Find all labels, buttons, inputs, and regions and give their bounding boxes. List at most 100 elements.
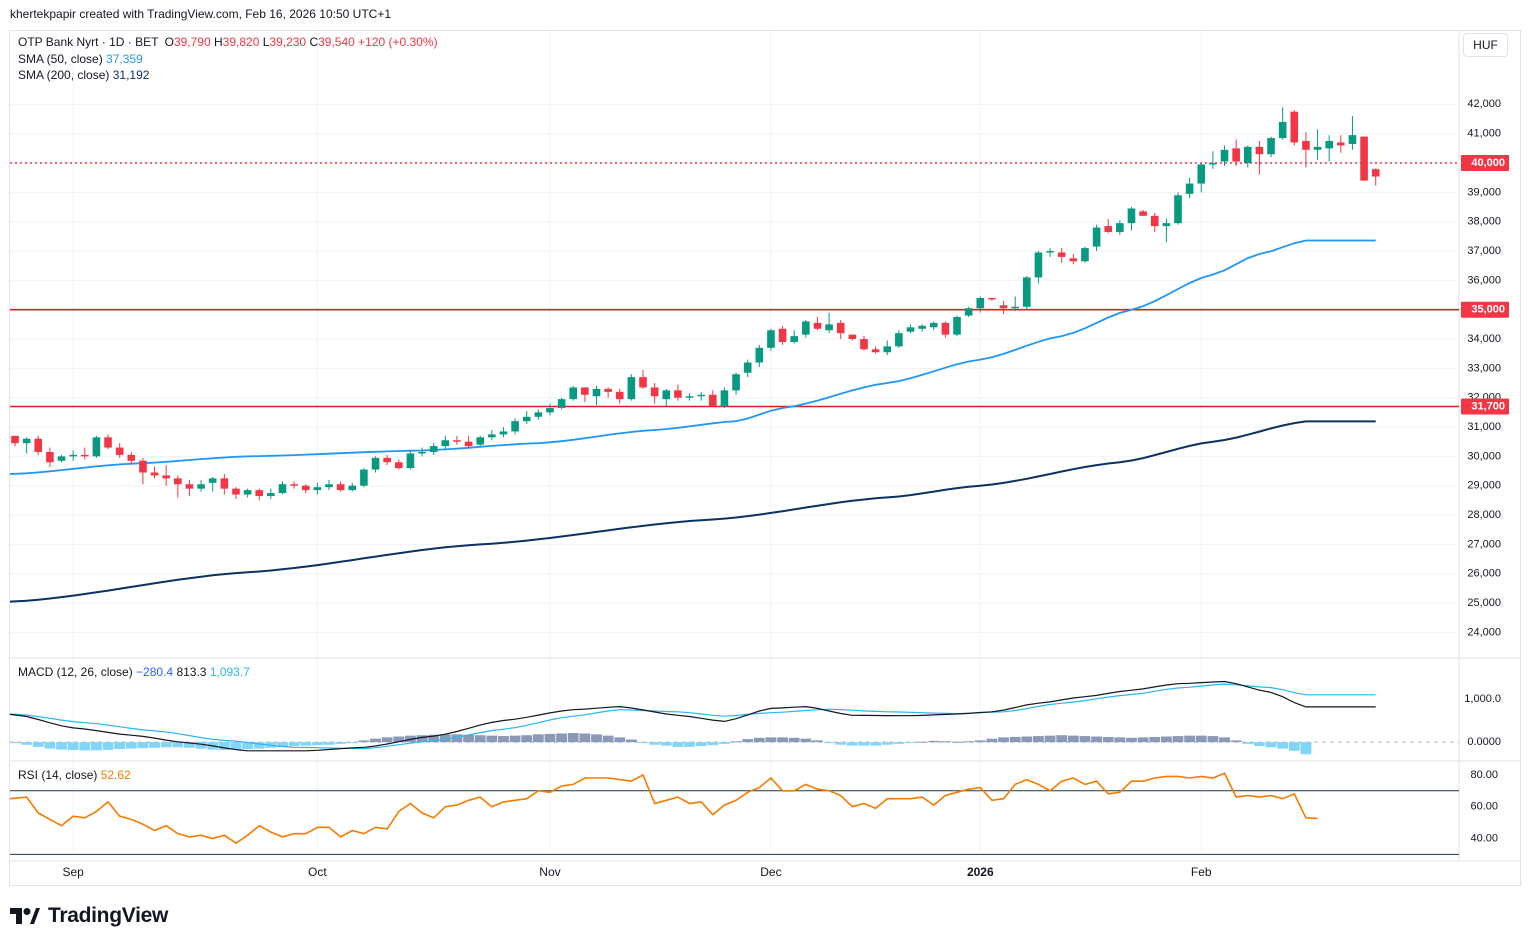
candle-body: [1104, 226, 1113, 232]
macd-histogram-bar: [742, 739, 754, 743]
candle-body: [1162, 223, 1171, 227]
macd-histogram-bar: [125, 742, 137, 749]
macd-histogram-bar: [346, 742, 358, 744]
macd-histogram-bar: [102, 742, 114, 750]
candle-body: [313, 487, 322, 491]
macd-histogram-bar: [1219, 737, 1230, 743]
candle-body: [348, 485, 357, 491]
macd-histogram-bar: [56, 742, 67, 750]
candle-body: [929, 322, 938, 328]
price-axis-label: 42,000: [1467, 98, 1501, 110]
candle-body: [243, 490, 252, 495]
macd-histogram-bar: [91, 742, 102, 751]
candle-body: [1034, 252, 1043, 278]
macd-histogram-bar: [79, 742, 91, 751]
macd-histogram-bar: [974, 740, 986, 743]
rsi-legend[interactable]: RSI (14, close) 52.62: [18, 767, 131, 783]
time-axis-label: 2026: [967, 865, 994, 879]
sma200-line: [9, 420, 1376, 603]
macd-histogram-bar: [463, 734, 474, 743]
macd-histogram-bar: [439, 734, 451, 743]
sma50-line: [9, 239, 1376, 475]
sma50-value: 37,359: [106, 52, 143, 66]
brand-name: TradingView: [48, 904, 169, 927]
sma200-value: 31,192: [112, 68, 150, 82]
macd-histogram-bar: [1102, 736, 1114, 743]
price-axis-label: 34,000: [1467, 333, 1501, 345]
rsi-axis-label: 40.00: [1470, 832, 1498, 844]
macd-histogram-bar: [1149, 736, 1161, 743]
macd-histogram-bar: [684, 742, 695, 747]
candle-body: [383, 457, 391, 463]
macd-histogram-bar: [591, 734, 602, 743]
close-label: C: [309, 35, 319, 49]
candle-body: [522, 416, 531, 422]
price-axis-label: 24,000: [1467, 626, 1501, 638]
macd-histogram-bar: [753, 737, 765, 743]
macd-histogram-bar: [730, 741, 742, 743]
macd-histogram-bar: [521, 735, 533, 743]
macd-histogram-bar: [963, 741, 975, 743]
macd-histogram-bar: [835, 742, 847, 745]
low-value: 39,230: [269, 35, 307, 49]
candle-body: [615, 391, 624, 400]
rsi-line: [9, 772, 1318, 845]
candle-body: [1023, 277, 1031, 307]
macd-histogram-bar: [393, 736, 405, 743]
tradingview-brand[interactable]: TradingView: [10, 904, 168, 928]
candle-body: [429, 446, 438, 452]
sma200-label: SMA (200, close): [18, 68, 110, 82]
candle-body: [1197, 164, 1206, 184]
candle-body: [639, 377, 647, 388]
price-axis-label: 33,000: [1467, 362, 1501, 374]
macd-histogram-bar: [253, 742, 265, 749]
macd-histogram-bar: [172, 742, 184, 748]
macd-legend[interactable]: MACD (12, 26, close) −280.4 813.3 1,093.…: [18, 664, 250, 680]
candle-body: [1081, 248, 1089, 262]
macd-histogram-bar: [881, 742, 893, 745]
candle-body: [115, 447, 124, 455]
macd-histogram-bar: [695, 742, 707, 747]
candle-body: [267, 493, 275, 496]
candle-body: [197, 484, 205, 489]
candle-body: [476, 437, 484, 445]
high-label: H: [214, 35, 223, 49]
macd-histogram-bar: [1184, 735, 1196, 743]
macd-histogram-bar: [1126, 737, 1137, 743]
candle-body: [860, 339, 868, 350]
macd-histogram-bar: [195, 742, 207, 749]
candle-body: [394, 462, 403, 469]
sma50-legend[interactable]: SMA (50, close) 37,359: [18, 51, 143, 67]
rsi-label: RSI (14, close): [18, 768, 98, 782]
macd-histogram-bar: [532, 734, 544, 743]
macd-histogram-bar: [137, 742, 149, 749]
symbol-label[interactable]: OTP Bank Nyrt · 1D · BET: [18, 35, 159, 49]
candle-body: [1011, 306, 1019, 309]
candle-body: [1209, 163, 1217, 165]
candle-body: [162, 475, 170, 479]
close-value: 39,540: [318, 35, 355, 49]
candle-body: [557, 399, 566, 408]
macd-hist-value: −280.4: [136, 665, 174, 679]
macd-histogram-bar: [230, 742, 242, 750]
candle-body: [92, 437, 101, 457]
price-axis-label: 37,000: [1467, 245, 1501, 257]
macd-histogram-bar: [1265, 742, 1277, 748]
macd-histogram-bar: [160, 742, 172, 748]
candle-body: [871, 349, 880, 353]
candle-body: [185, 484, 194, 489]
candle-body: [360, 469, 368, 486]
price-axis-label: 26,000: [1467, 568, 1501, 580]
macd-histogram-bar: [637, 742, 649, 744]
candle-body: [895, 333, 903, 347]
candle-body: [1092, 227, 1101, 247]
macd-histogram-bar: [660, 742, 672, 746]
candle-body: [325, 484, 333, 488]
sma200-legend[interactable]: SMA (200, close) 31,192: [18, 67, 149, 83]
macd-histogram-bar: [1091, 736, 1102, 743]
currency-button[interactable]: HUF: [1463, 33, 1508, 57]
candle-body: [674, 390, 682, 398]
candle-body: [232, 488, 240, 495]
price-level-tag-label: 40,000: [1471, 157, 1505, 169]
